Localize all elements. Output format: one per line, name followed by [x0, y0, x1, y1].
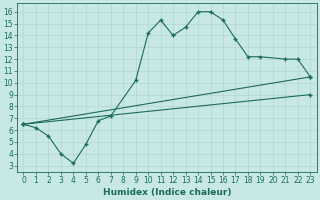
X-axis label: Humidex (Indice chaleur): Humidex (Indice chaleur) — [103, 188, 231, 197]
